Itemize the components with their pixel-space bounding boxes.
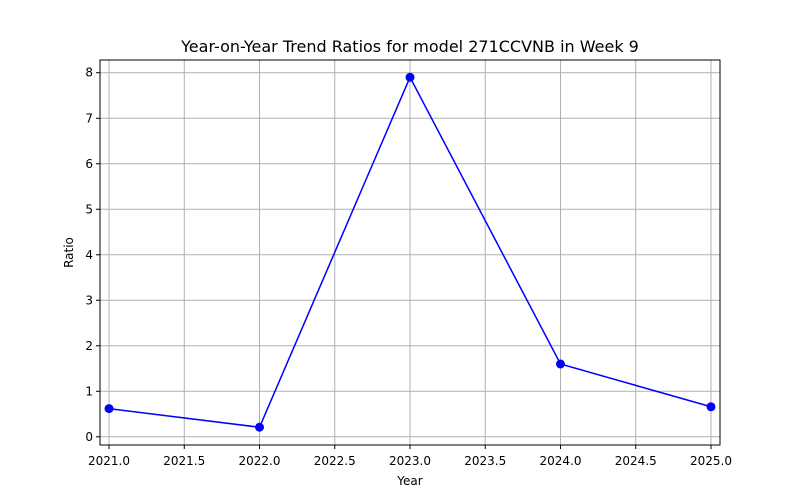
x-axis-label: Year xyxy=(396,474,422,488)
y-tick-label: 8 xyxy=(85,66,93,80)
data-point xyxy=(255,422,265,432)
series-layer xyxy=(104,72,716,432)
x-tick-label: 2023.0 xyxy=(389,454,431,468)
y-tick-label: 2 xyxy=(85,339,93,353)
y-tick-label: 1 xyxy=(85,384,93,398)
x-tick-label: 2021.5 xyxy=(163,454,205,468)
axis-ticks: 2021.0 2021.5 2022.0 2022.5 2023.0 2023.5 2024… xyxy=(85,66,732,468)
chart-title: Year-on-Year Trend Ratios for model 271C… xyxy=(180,37,639,56)
x-tick-label: 2024.0 xyxy=(539,454,581,468)
data-point xyxy=(555,359,565,369)
data-point xyxy=(706,402,716,412)
y-tick-label: 3 xyxy=(85,293,93,307)
data-point xyxy=(405,72,415,82)
y-tick-label: 4 xyxy=(85,248,93,262)
x-tick-label: 2021.0 xyxy=(88,454,130,468)
x-tick-label: 2023.5 xyxy=(464,454,506,468)
data-point xyxy=(104,404,114,414)
grid xyxy=(100,60,720,445)
y-tick-label: 0 xyxy=(85,430,93,444)
x-tick-label: 2022.5 xyxy=(314,454,356,468)
y-axis-label: Ratio xyxy=(62,237,76,268)
y-tick-label: 7 xyxy=(85,111,93,125)
x-tick-label: 2022.0 xyxy=(239,454,281,468)
y-tick-label: 6 xyxy=(85,157,93,171)
x-tick-label: 2024.5 xyxy=(615,454,657,468)
y-tick-label: 5 xyxy=(85,202,93,216)
x-tick-label: 2025.0 xyxy=(690,454,732,468)
